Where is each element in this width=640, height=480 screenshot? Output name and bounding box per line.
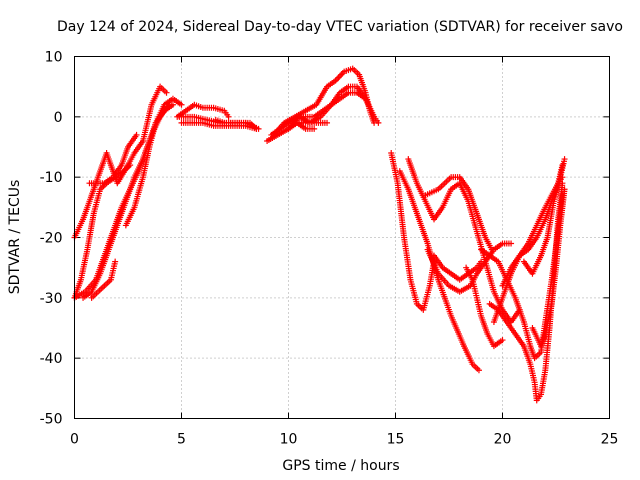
y-tick-label: -10 <box>40 170 63 186</box>
plot-frame <box>74 56 610 419</box>
series-arc-8 <box>174 101 232 120</box>
data-point-plus <box>133 131 140 138</box>
y-tick-label: 10 <box>45 50 63 66</box>
series-arc-5 <box>122 101 176 229</box>
x-tick-label: 25 <box>601 432 619 448</box>
data-point-plus <box>508 240 515 247</box>
y-tick-label: 0 <box>54 110 63 126</box>
x-tick-label: 10 <box>280 432 298 448</box>
data-point-plus <box>475 367 482 374</box>
data-point-plus <box>169 101 176 108</box>
y-tick-label: -20 <box>40 231 63 247</box>
series-arc-6 <box>86 131 140 187</box>
series-arc-2 <box>71 95 185 301</box>
y-tick-label: -30 <box>40 291 63 307</box>
data-point-plus <box>375 119 382 126</box>
series-arc-4 <box>71 162 134 301</box>
x-tick-label: 5 <box>177 432 186 448</box>
series-arc-29 <box>520 156 568 277</box>
series-arc-22 <box>431 252 485 283</box>
series-arc-28 <box>529 186 568 350</box>
series-arc-11 <box>212 116 260 132</box>
data-point-plus <box>127 162 134 169</box>
data-point-plus <box>311 125 318 132</box>
series-arc-19 <box>405 156 523 325</box>
series-arc-15 <box>268 83 382 138</box>
y-tick-label: -40 <box>40 351 63 367</box>
data-point-plus <box>178 101 185 108</box>
x-tick-label: 20 <box>494 432 512 448</box>
y-axis-label: SDTVAR / TECUs <box>7 180 23 295</box>
data-point-plus <box>478 258 485 265</box>
x-tick-label: 0 <box>70 432 79 448</box>
series-arc-23 <box>463 264 506 350</box>
data-point-plus <box>561 186 568 193</box>
series-arc-20 <box>422 174 495 253</box>
data-point-plus <box>499 337 506 344</box>
data-points <box>71 65 568 404</box>
data-point-plus <box>163 89 170 96</box>
y-tick-label: -50 <box>40 412 63 428</box>
series-arc-7 <box>88 258 119 301</box>
axis-ticks: 0 5 10 15 20 25 -50 -40 -30 -20 -10 0 10 <box>40 50 619 448</box>
series-arc-16 <box>289 119 331 126</box>
series-arc-17 <box>388 150 438 313</box>
x-axis-label: GPS time / hours <box>282 458 399 474</box>
data-point-plus <box>112 258 119 265</box>
series-arc-3 <box>80 101 172 301</box>
data-point-plus <box>253 125 260 132</box>
data-point-plus <box>225 113 232 120</box>
chart-title: Day 124 of 2024, Sidereal Day-to-day VTE… <box>57 19 623 35</box>
x-tick-label: 15 <box>387 432 405 448</box>
data-point-plus <box>561 156 568 163</box>
data-point-plus <box>324 119 331 126</box>
